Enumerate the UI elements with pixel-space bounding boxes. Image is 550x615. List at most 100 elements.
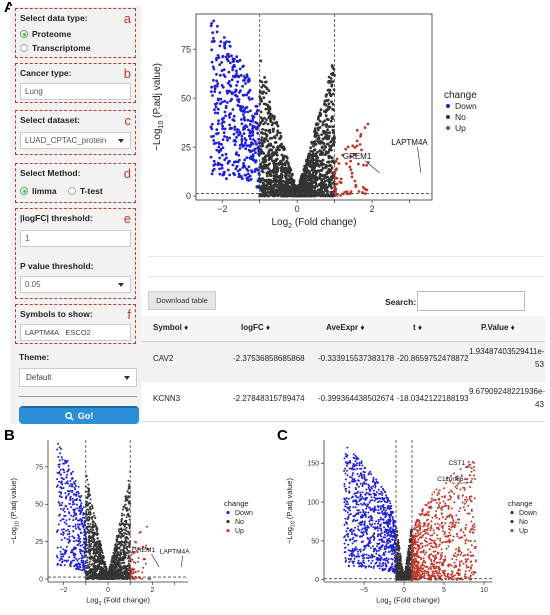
data-point-down — [343, 485, 346, 488]
column-header-symbol[interactable]: Symbol ♦ — [153, 323, 189, 332]
download-table-button[interactable]: Download table — [148, 291, 216, 310]
data-point-down — [82, 506, 85, 509]
data-point-down — [218, 172, 222, 176]
symbol-tag[interactable]: ESCO2 — [65, 328, 91, 337]
data-point-down — [352, 564, 355, 567]
data-point-no — [281, 179, 284, 183]
data-point-down — [72, 501, 74, 504]
column-header-t[interactable]: t ♦ — [413, 323, 422, 332]
table-cell: KCNN3 — [153, 394, 181, 403]
data-point-no — [304, 179, 308, 183]
radio-ttest[interactable]: T-test — [68, 186, 103, 196]
data-point-no — [125, 577, 128, 580]
data-point-down — [245, 156, 249, 160]
data-point-down — [83, 528, 86, 531]
data-point-down — [383, 545, 386, 548]
data-point-down — [79, 518, 82, 521]
data-point-down — [65, 545, 68, 548]
data-point-no — [266, 170, 270, 174]
data-point-up — [348, 165, 352, 169]
search-input[interactable] — [417, 291, 525, 311]
data-point-no — [305, 190, 309, 194]
go-button[interactable]: Go! — [19, 406, 139, 424]
data-point-up — [334, 187, 338, 191]
data-point-down — [375, 550, 378, 553]
radio-selected-icon[interactable] — [20, 187, 28, 195]
data-point-no — [273, 135, 276, 139]
data-point-down — [363, 522, 366, 525]
data-point-down — [389, 535, 392, 538]
data-point-no — [89, 530, 92, 533]
data-point-down — [256, 168, 260, 172]
data-point-down — [348, 529, 351, 532]
data-point-no — [127, 495, 130, 498]
column-header-logfc[interactable]: logFC ♦ — [241, 323, 270, 332]
data-point-down — [76, 507, 79, 510]
column-header-aveexpr[interactable]: AveExpr ♦ — [326, 323, 365, 332]
legend-item-up: Up — [455, 123, 466, 133]
data-point-no — [116, 552, 119, 555]
data-point-no — [326, 131, 330, 135]
column-header-p-value[interactable]: P.Value ♦ — [481, 323, 515, 332]
radio-proteome[interactable]: Proteome — [20, 29, 71, 39]
data-point-no — [313, 179, 317, 183]
data-point-up — [335, 193, 339, 197]
data-point-down — [223, 135, 226, 138]
data-point-down — [73, 510, 76, 513]
data-point-no — [317, 117, 320, 121]
data-point-down — [59, 507, 62, 510]
data-point-no — [304, 173, 308, 177]
data-point-down — [60, 538, 63, 541]
data-point-no — [87, 578, 90, 580]
data-point-no — [262, 102, 266, 106]
data-point-down — [237, 153, 241, 157]
data-point-down — [382, 564, 385, 567]
data-point-down — [374, 562, 377, 565]
data-point-no — [118, 546, 121, 549]
x-axis-label: Log2 (Fold change) — [86, 596, 150, 607]
radio-selected-icon[interactable] — [20, 30, 28, 38]
data-point-down — [234, 74, 237, 78]
cancer-type-input[interactable]: Lung — [20, 83, 131, 100]
data-point-down — [387, 523, 390, 526]
data-point-down — [381, 510, 384, 513]
data-point-up — [141, 571, 144, 574]
radio-unselected-icon[interactable] — [20, 44, 28, 52]
symbol-tag[interactable]: LAPTM4A — [25, 328, 60, 337]
x-axis-label: Log2 (Fold change) — [271, 217, 356, 230]
data-point-down — [352, 518, 355, 521]
logfc-threshold-input[interactable]: 1 — [20, 230, 131, 247]
data-point-up — [363, 192, 367, 196]
p-threshold-select[interactable]: 0.05 — [20, 276, 131, 293]
data-point-down — [233, 125, 237, 129]
table-cell: 43 — [535, 400, 544, 409]
data-point-no — [102, 557, 105, 560]
legend-title: change — [444, 90, 477, 101]
data-point-down — [226, 138, 229, 142]
data-point-down — [79, 504, 82, 507]
data-point-no — [116, 556, 119, 559]
data-point-down — [67, 464, 70, 467]
symbols-input[interactable]: LAPTM4A ESCO2 — [20, 324, 131, 341]
radio-limma[interactable]: limma — [20, 186, 57, 196]
data-point-no — [323, 194, 327, 198]
data-point-up — [142, 545, 144, 548]
radio-unselected-icon[interactable] — [68, 187, 76, 195]
data-point-no — [115, 561, 118, 564]
data-point-down — [81, 564, 84, 567]
data-point-down — [353, 478, 356, 480]
data-point-down — [361, 464, 364, 467]
data-point-down — [383, 497, 386, 500]
data-point-down — [343, 508, 346, 511]
radio-transcriptome[interactable]: Transcriptome — [20, 43, 91, 53]
x-tick-label: 0 — [295, 204, 300, 214]
data-point-no — [120, 532, 122, 535]
data-point-down — [249, 137, 252, 141]
data-point-down — [216, 82, 220, 85]
data-point-down — [389, 568, 392, 571]
data-point-down — [73, 503, 76, 505]
data-point-down — [373, 499, 376, 502]
data-point-down — [351, 478, 354, 481]
dataset-select[interactable]: LUAD_CPTAC_protein — [20, 132, 131, 149]
theme-select[interactable]: Default — [19, 368, 137, 387]
